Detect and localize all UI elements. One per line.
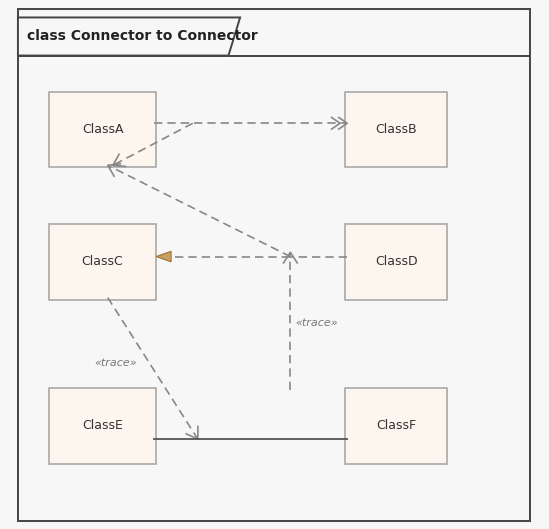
Text: «trace»: «trace» — [94, 358, 137, 368]
FancyBboxPatch shape — [345, 388, 447, 463]
Text: ClassD: ClassD — [375, 256, 417, 268]
FancyBboxPatch shape — [49, 388, 156, 463]
Text: ClassC: ClassC — [82, 256, 124, 268]
Polygon shape — [156, 251, 171, 262]
Text: ClassE: ClassE — [82, 419, 123, 432]
Text: ClassF: ClassF — [376, 419, 416, 432]
FancyBboxPatch shape — [345, 92, 447, 167]
Text: «trace»: «trace» — [295, 318, 338, 329]
Text: class Connector to Connector: class Connector to Connector — [27, 29, 258, 43]
FancyBboxPatch shape — [49, 224, 156, 299]
Text: ClassB: ClassB — [376, 123, 417, 136]
FancyBboxPatch shape — [345, 224, 447, 299]
FancyBboxPatch shape — [49, 92, 156, 167]
Polygon shape — [18, 17, 240, 56]
Text: ClassA: ClassA — [82, 123, 124, 136]
